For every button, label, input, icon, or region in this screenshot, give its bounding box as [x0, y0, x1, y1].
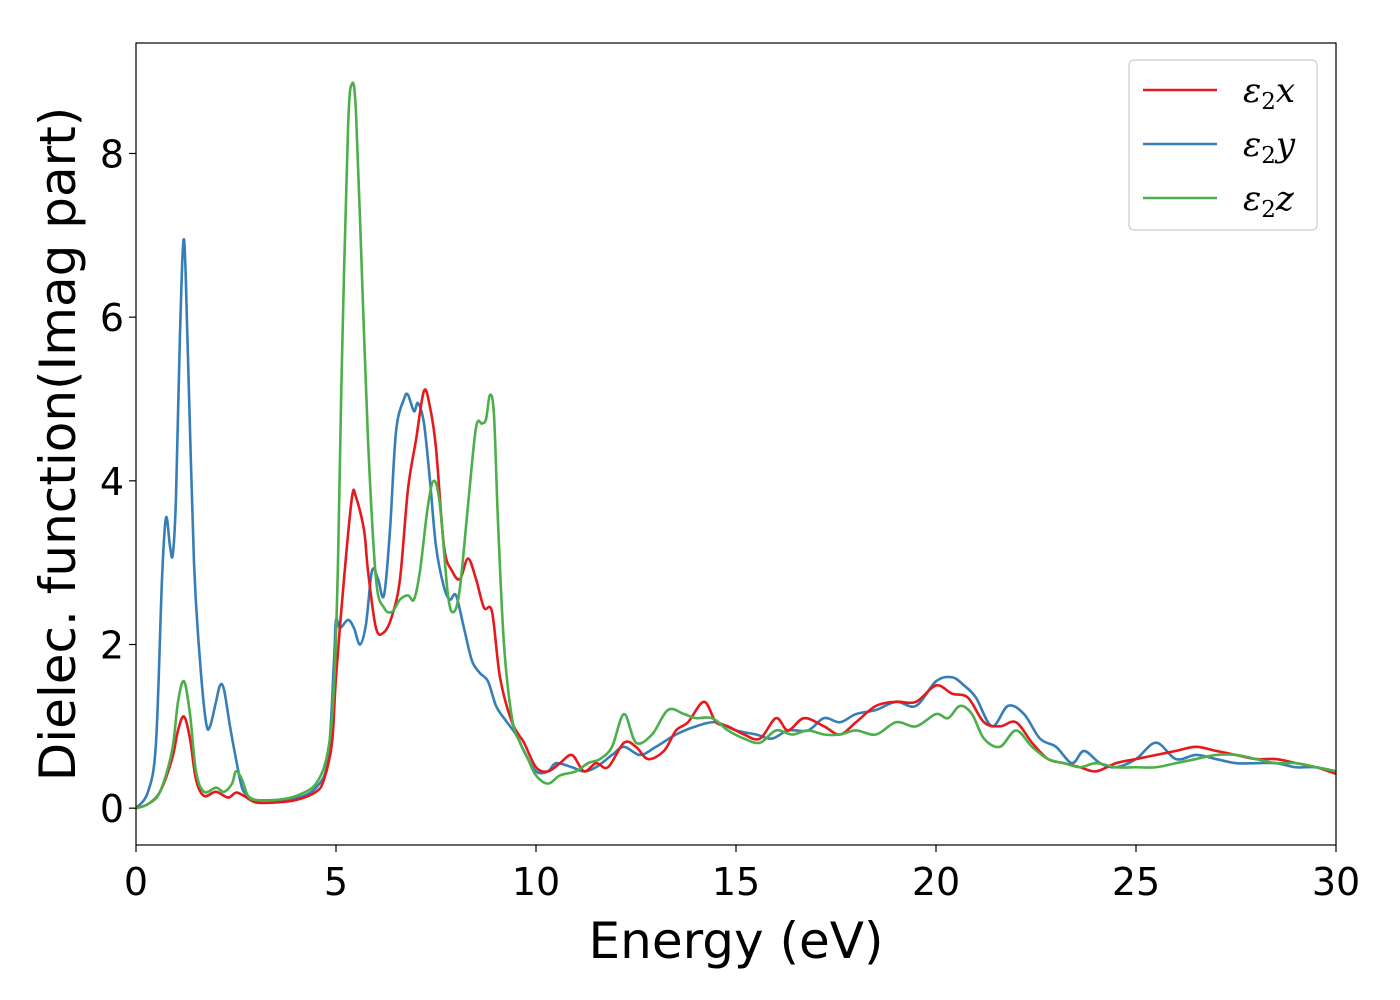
x-axis-label: Energy (eV): [589, 912, 884, 970]
x-tick-label: 30: [1312, 860, 1360, 904]
y-axis-ticks: 0 2 4 6 8: [100, 132, 136, 831]
legend-label: ε2x: [1243, 71, 1295, 115]
x-tick-label: 15: [712, 860, 760, 904]
legend: ε2x ε2y ε2z: [1128, 59, 1318, 231]
series-line-y: [136, 238, 1336, 810]
plot-lines: [136, 81, 1336, 810]
legend-label: ε2z: [1243, 179, 1295, 223]
x-tick-label: 20: [912, 860, 960, 904]
x-axis-ticks: 0 5 10 15 20 25 30: [124, 845, 1360, 904]
legend-label: ε2y: [1243, 125, 1296, 169]
x-tick-label: 10: [512, 860, 560, 904]
series-line-z: [136, 81, 1336, 810]
x-tick-label: 25: [1112, 860, 1160, 904]
legend-box: [1128, 59, 1318, 231]
legend-item-z: ε2z: [1143, 179, 1295, 223]
y-axis-label: Dielec. function(Imag part): [29, 107, 87, 782]
legend-item-y: ε2y: [1143, 125, 1296, 169]
y-tick-label: 6: [100, 296, 124, 340]
y-tick-label: 4: [100, 460, 124, 504]
legend-item-x: ε2x: [1143, 71, 1295, 115]
x-tick-label: 0: [124, 860, 148, 904]
x-tick-label: 5: [324, 860, 348, 904]
series-line-x: [136, 388, 1336, 810]
y-tick-label: 2: [100, 624, 124, 668]
y-tick-label: 8: [100, 132, 124, 176]
y-tick-label: 0: [100, 787, 124, 831]
